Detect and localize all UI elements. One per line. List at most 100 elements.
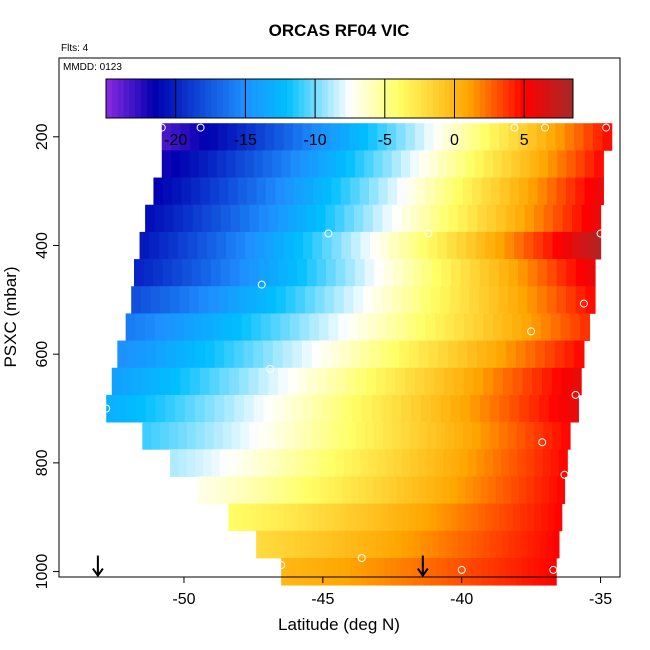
heatmap-cell: [297, 476, 306, 505]
heatmap-cell: [224, 340, 235, 369]
heatmap-cell: [173, 313, 185, 341]
heatmap-cell: [479, 259, 490, 287]
heatmap-cell: [420, 204, 431, 233]
heatmap-cell: [277, 449, 287, 477]
heatmap-cell: [429, 204, 440, 233]
heatmap-cell: [414, 367, 426, 396]
heatmap-cell: [312, 231, 323, 260]
heatmap-cell: [533, 231, 544, 260]
heatmap-cell: [431, 259, 442, 287]
heatmap-cell: [443, 449, 452, 477]
colorbar-cell: [438, 79, 446, 118]
heatmap-cell: [552, 530, 560, 559]
heatmap-cell: [465, 476, 474, 505]
colorbar-cell: [473, 79, 481, 118]
colorbar-cell: [275, 79, 282, 118]
heatmap-cell: [226, 150, 236, 178]
heatmap-cell: [387, 177, 398, 206]
heatmap-cell: [480, 476, 489, 505]
heatmap-cell: [341, 231, 352, 260]
heatmap-cell: [304, 476, 314, 505]
heatmap-cell: [502, 530, 510, 559]
heatmap-cell: [320, 422, 331, 450]
heatmap-cell: [525, 422, 535, 450]
heatmap-cell: [343, 286, 355, 314]
heatmap-cell: [566, 150, 577, 178]
heatmap-cell: [420, 530, 428, 559]
colorbar-cell: [304, 79, 311, 118]
heatmap-cell: [168, 231, 179, 260]
heatmap-cell: [178, 449, 188, 477]
heatmap-cell: [369, 177, 379, 206]
heatmap-cell: [294, 449, 304, 477]
heatmap-cell: [317, 367, 328, 396]
heatmap-cell: [312, 530, 320, 559]
heatmap-cell: [493, 367, 504, 396]
colorbar-cell: [111, 79, 119, 118]
heatmap-cell: [517, 449, 527, 477]
heatmap-cell: [254, 231, 265, 260]
heatmap-cell: [350, 231, 362, 260]
heatmap-cell: [386, 313, 397, 341]
heatmap-cell: [225, 231, 237, 260]
heatmap-cell: [467, 449, 477, 477]
heatmap-cell: [345, 150, 356, 178]
heatmap-cell: [574, 123, 585, 151]
heatmap-cell: [437, 150, 448, 178]
heatmap-cell: [256, 177, 267, 206]
heatmap-cell: [517, 123, 528, 151]
heatmap-cell: [418, 449, 428, 477]
heatmap-cell: [353, 204, 364, 233]
heatmap-cell: [253, 340, 264, 369]
heatmap-cell: [483, 530, 491, 559]
heatmap-cell: [514, 530, 522, 559]
colorbar-cell: [298, 79, 305, 118]
heatmap-cell: [486, 340, 498, 369]
heatmap-cell: [389, 340, 400, 369]
heatmap-cell: [285, 286, 297, 314]
heatmap-cell: [498, 259, 510, 287]
heatmap-cell: [230, 259, 241, 287]
heatmap-cell: [475, 231, 486, 260]
data-circle: [457, 565, 466, 574]
heatmap-cell: [248, 367, 260, 396]
heatmap-cell: [332, 394, 343, 423]
data-circle: [541, 123, 549, 132]
heatmap-cell: [445, 530, 453, 559]
heatmap-bands: [106, 123, 613, 586]
colorbar-cell: [234, 79, 241, 118]
heatmap-cell: [508, 123, 519, 151]
heatmap-cell: [268, 367, 279, 396]
heatmap-cell: [533, 503, 542, 532]
heatmap-cell: [406, 177, 417, 206]
heatmap-cell: [177, 231, 189, 260]
heatmap-cell: [493, 557, 500, 586]
heatmap-cell: [237, 286, 248, 314]
heatmap-cell: [401, 503, 410, 532]
heatmap-cell: [454, 367, 465, 396]
heatmap-cell: [214, 340, 225, 369]
heatmap-cell: [133, 259, 145, 287]
heatmap-cell: [277, 204, 289, 233]
heatmap-cell: [381, 394, 393, 423]
heatmap-cell: [409, 422, 420, 450]
heatmap-cell: [492, 150, 503, 178]
data-circle: [424, 229, 433, 238]
heatmap-cell: [252, 449, 262, 477]
heatmap-cell: [347, 313, 359, 341]
heatmap-cell: [170, 449, 179, 477]
heatmap-cell: [335, 259, 346, 287]
heatmap-cell: [479, 394, 491, 423]
heatmap-cell: [172, 177, 183, 206]
heatmap-cell: [489, 530, 497, 559]
heatmap-cell: [354, 150, 365, 178]
heatmap-cell: [204, 422, 215, 450]
heatmap-cell: [424, 367, 436, 396]
heatmap-cell: [401, 557, 408, 586]
heatmap-cell: [264, 123, 275, 151]
heatmap-cell: [585, 286, 596, 314]
heatmap-cell: [549, 476, 558, 505]
colorbar-cell: [333, 79, 340, 118]
heatmap-cell: [306, 204, 317, 233]
heatmap-cell: [459, 286, 470, 314]
